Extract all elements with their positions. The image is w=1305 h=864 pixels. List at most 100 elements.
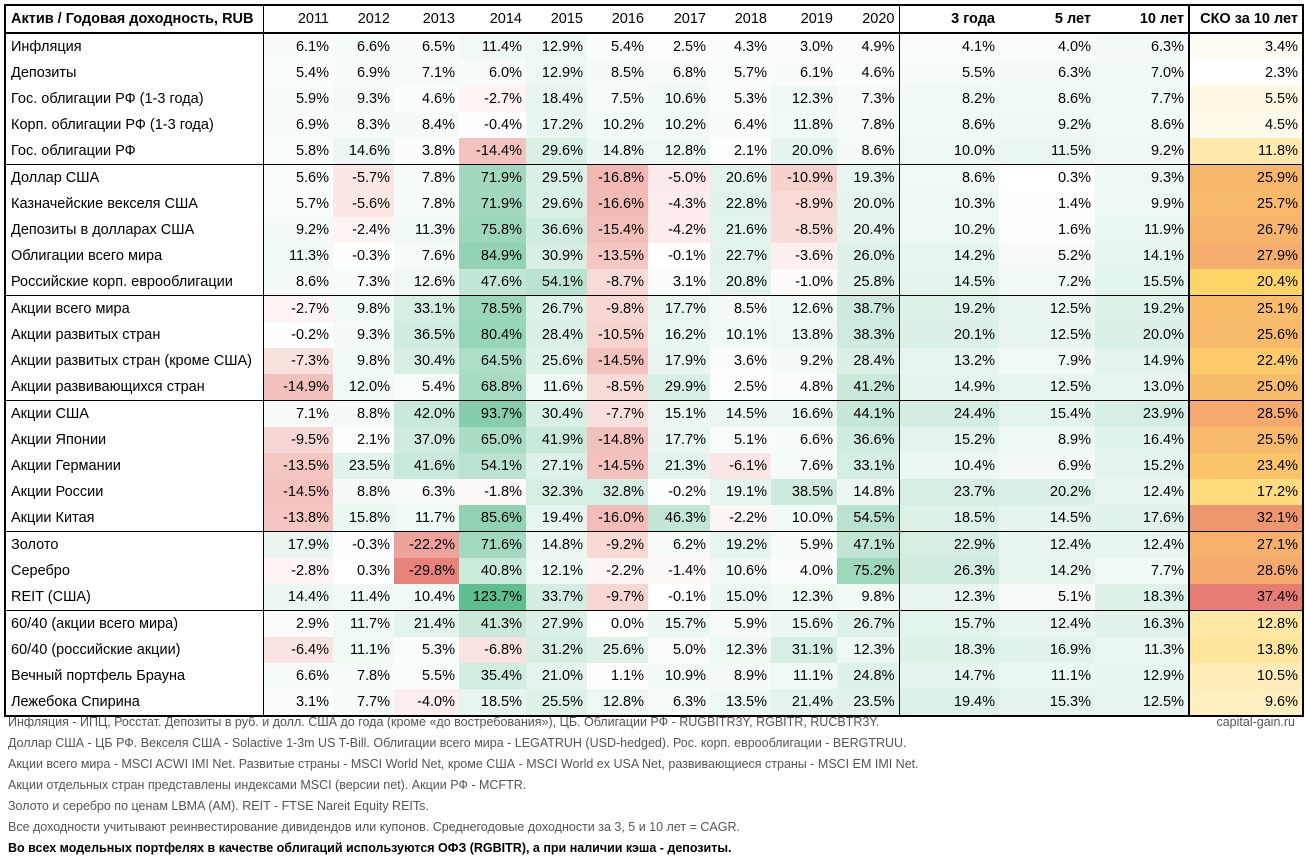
year-return-cell: 75.2% [837,558,899,584]
table-row: Гос. облигации РФ (1-3 года) 5.9% 9.3% 4.6%… [5,86,1303,112]
year-return-cell: 6.3% [394,479,459,505]
cagr-cell: 7.2% [999,269,1095,296]
year-return-cell: 54.1% [526,269,587,296]
year-return-cell: 78.5% [459,295,526,322]
year-return-cell: -14.5% [587,453,648,479]
year-return-cell: 33.1% [837,453,899,479]
year-return-cell: 80.4% [459,322,526,348]
year-return-cell: 32.3% [526,479,587,505]
year-return-cell: -2.7% [262,295,333,322]
cagr-cell: 16.4% [1095,427,1189,453]
sko-cell: 13.8% [1188,637,1303,663]
year-return-cell: 5.5% [394,663,459,689]
footnote: Все доходности учитывают реинвестировани… [8,820,740,834]
sko-cell: 25.1% [1188,295,1303,322]
asset-name: Акции развитых стран [11,327,161,343]
year-return-cell: 7.8% [837,112,899,138]
sko-cell: 5.5% [1188,86,1303,112]
year-header: 2017 [648,5,710,34]
year-return-cell: -9.5% [262,427,333,453]
cagr-cell: 15.3% [999,689,1095,716]
year-return-cell: 6.8% [648,60,710,86]
year-header: 2016 [587,5,648,34]
cagr-cell: 19.2% [1095,295,1189,322]
year-return-cell: 7.1% [394,60,459,86]
table-row: Серебро -2.8% 0.3% -29.8% 40.8% 12.1% -2.2% -1.… [5,558,1303,584]
year-return-cell: 5.7% [262,191,333,217]
year-return-cell: -0.1% [648,584,710,611]
year-return-cell: 6.1% [262,33,333,60]
year-return-cell: 93.7% [459,400,526,427]
year-return-cell: 2.1% [333,427,394,453]
year-return-cell: 10.6% [648,86,710,112]
sko-cell: 25.7% [1188,191,1303,217]
sko-cell: 17.2% [1188,479,1303,505]
sko-cell: 32.1% [1188,505,1303,532]
table-row: Золото 17.9% -0.3% -22.2% 71.6% 14.8% -9.2% 6.2… [5,531,1303,558]
cagr-cell: 9.9% [1095,191,1189,217]
year-return-cell: 31.1% [771,637,837,663]
year-return-cell: -16.8% [587,164,648,191]
year-return-cell: -1.8% [459,479,526,505]
cagr-cell: 12.5% [999,322,1095,348]
cagr-cell: 18.3% [1095,584,1189,611]
year-return-cell: 7.6% [394,243,459,269]
year-return-cell: 12.3% [837,637,899,663]
cagr-cell: 8.2% [898,86,999,112]
year-return-cell: -14.5% [262,479,333,505]
year-return-cell: 12.6% [771,295,837,322]
year-return-cell: 21.4% [771,689,837,716]
year-return-cell: 54.5% [837,505,899,532]
footnote: Доллар США - ЦБ РФ. Векселя США - Solact… [8,736,907,750]
cagr-cell: 9.2% [999,112,1095,138]
year-return-cell: 4.3% [710,33,771,60]
asset-name: 60/40 (российские акции) [11,642,181,658]
cagr-cell: 8.6% [1095,112,1189,138]
year-return-cell: 15.6% [771,610,837,637]
year-return-cell: -9.8% [587,295,648,322]
sko-cell: 26.7% [1188,217,1303,243]
year-return-cell: -0.2% [648,479,710,505]
year-return-cell: 38.5% [771,479,837,505]
asset-name: REIT (США) [11,589,91,605]
year-return-cell: 4.6% [837,60,899,86]
year-return-cell: 11.3% [262,243,333,269]
year-return-cell: 64.5% [459,348,526,374]
year-return-cell: 10.2% [648,112,710,138]
year-return-cell: 8.6% [837,138,899,165]
cagr-cell: 5.1% [999,584,1095,611]
cagr-cell: 12.4% [999,531,1095,558]
year-return-cell: 9.3% [333,322,394,348]
year-return-cell: 31.2% [526,637,587,663]
year-return-cell: 12.3% [710,637,771,663]
cagr-cell: 26.3% [898,558,999,584]
year-return-cell: 84.9% [459,243,526,269]
year-return-cell: 8.9% [710,663,771,689]
table-row: Депозиты в долларах США 9.2% -2.4% 11.3% 75.… [5,217,1303,243]
year-return-cell: 5.0% [648,637,710,663]
year-return-cell: 6.9% [333,60,394,86]
year-return-cell: -13.8% [262,505,333,532]
table-row: Акции Китая -13.8% 15.8% 11.7% 85.6% 19.4% -16… [5,505,1303,532]
year-return-cell: 12.3% [771,584,837,611]
sko-cell: 9.6% [1188,689,1303,716]
asset-name: Акции развитых стран (кроме США) [11,353,252,369]
cagr-cell: 19.4% [898,689,999,716]
year-return-cell: 2.9% [262,610,333,637]
year-return-cell: -6.8% [459,637,526,663]
year-return-cell: 20.0% [771,138,837,165]
cagr-cell: 23.9% [1095,400,1189,427]
year-return-cell: 7.1% [262,400,333,427]
year-return-cell: 25.8% [837,269,899,296]
cagr-cell: 20.1% [898,322,999,348]
cagr-cell: 14.1% [1095,243,1189,269]
year-return-cell: 0.0% [587,610,648,637]
sko-cell: 4.5% [1188,112,1303,138]
asset-name: Акции Японии [11,432,107,448]
footnote-bold: Во всех модельных портфелях в качестве о… [8,841,732,855]
year-return-cell: 14.8% [587,138,648,165]
cagr-cell: 13.0% [1095,374,1189,401]
cagr-cell: 16.3% [1095,610,1189,637]
year-return-cell: 9.3% [333,86,394,112]
asset-name: Акции всего мира [5,295,263,322]
